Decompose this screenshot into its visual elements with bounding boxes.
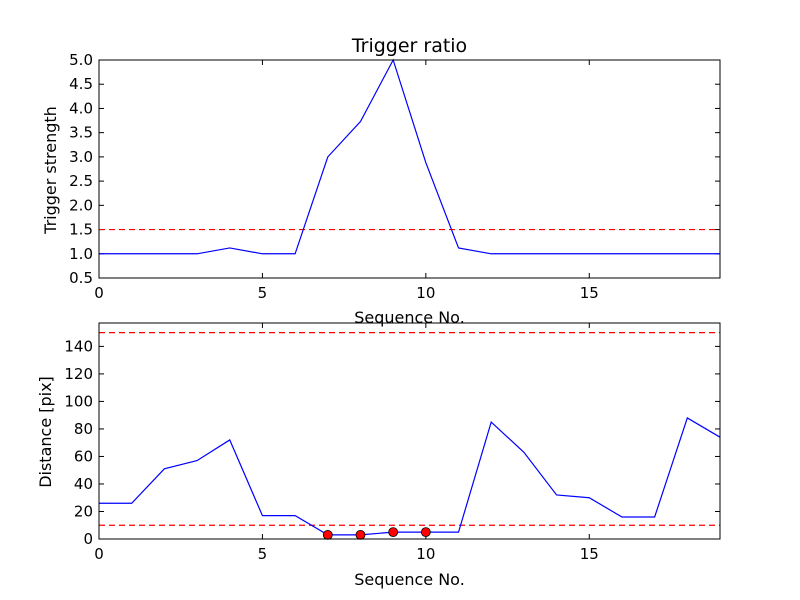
trigger-ratio-chart: Trigger ratio 0 5 10 15 0.5 1.0 1.5 2.0 2.5 3.0 3.… [41, 35, 721, 327]
top-x-axis-label: Sequence No. [354, 308, 465, 327]
y-tick-label: 3.5 [69, 124, 93, 142]
y-tick-label: 5.0 [69, 51, 93, 69]
bottom-chart-threshold-lines [99, 332, 720, 526]
y-tick-label: 1.0 [69, 245, 93, 263]
bottom-chart-series [99, 417, 721, 536]
data-point-marker [322, 529, 333, 540]
top-chart-frame [98, 59, 721, 279]
y-tick-label: 4.5 [69, 75, 93, 93]
x-tick-label: 5 [258, 284, 268, 302]
y-tick-label: 40 [74, 475, 93, 493]
y-tick-label: 140 [64, 337, 93, 355]
series-line [99, 58, 720, 255]
bottom-chart-frame [98, 322, 721, 540]
series-line [99, 417, 721, 536]
top-chart-ticks: 0 5 10 15 0.5 1.0 1.5 2.0 2.5 3.0 3.5 4.0 4.5 5.0 [69, 51, 720, 302]
bottom-y-axis-label: Distance [pix] [36, 376, 55, 488]
chart-title: Trigger ratio [351, 35, 467, 57]
y-tick-label: 120 [64, 365, 93, 383]
y-tick-label: 100 [64, 392, 93, 410]
y-tick-label: 20 [74, 502, 93, 520]
x-tick-label: 10 [416, 284, 435, 302]
y-tick-label: 1.5 [69, 221, 93, 239]
bottom-chart-ticks: 0 5 10 15 0 20 40 60 80 100 120 140 [64, 323, 720, 563]
y-tick-label: 2.5 [69, 172, 93, 190]
top-y-axis-label: Trigger strength [41, 106, 60, 235]
y-tick-label: 60 [74, 447, 93, 465]
y-tick-label: 0 [83, 530, 93, 548]
x-tick-label: 0 [94, 284, 104, 302]
y-tick-label: 2.0 [69, 196, 93, 214]
data-point-marker [355, 529, 366, 540]
bottom-x-axis-label: Sequence No. [354, 570, 465, 589]
distance-chart: 0 5 10 15 0 20 40 60 80 100 120 140 Sequence No. Di… [36, 322, 721, 589]
top-chart-series [99, 58, 720, 255]
data-point-marker [420, 527, 431, 538]
y-tick-label: 0.5 [69, 269, 93, 287]
data-point-marker [388, 527, 399, 538]
y-tick-label: 3.0 [69, 148, 93, 166]
y-tick-label: 4.0 [69, 99, 93, 117]
x-tick-label: 10 [416, 545, 435, 563]
bottom-chart-markers [322, 527, 431, 540]
x-tick-label: 5 [258, 545, 268, 563]
y-tick-label: 80 [74, 420, 93, 438]
x-tick-label: 0 [94, 545, 104, 563]
x-tick-label: 15 [580, 545, 599, 563]
x-tick-label: 15 [580, 284, 599, 302]
